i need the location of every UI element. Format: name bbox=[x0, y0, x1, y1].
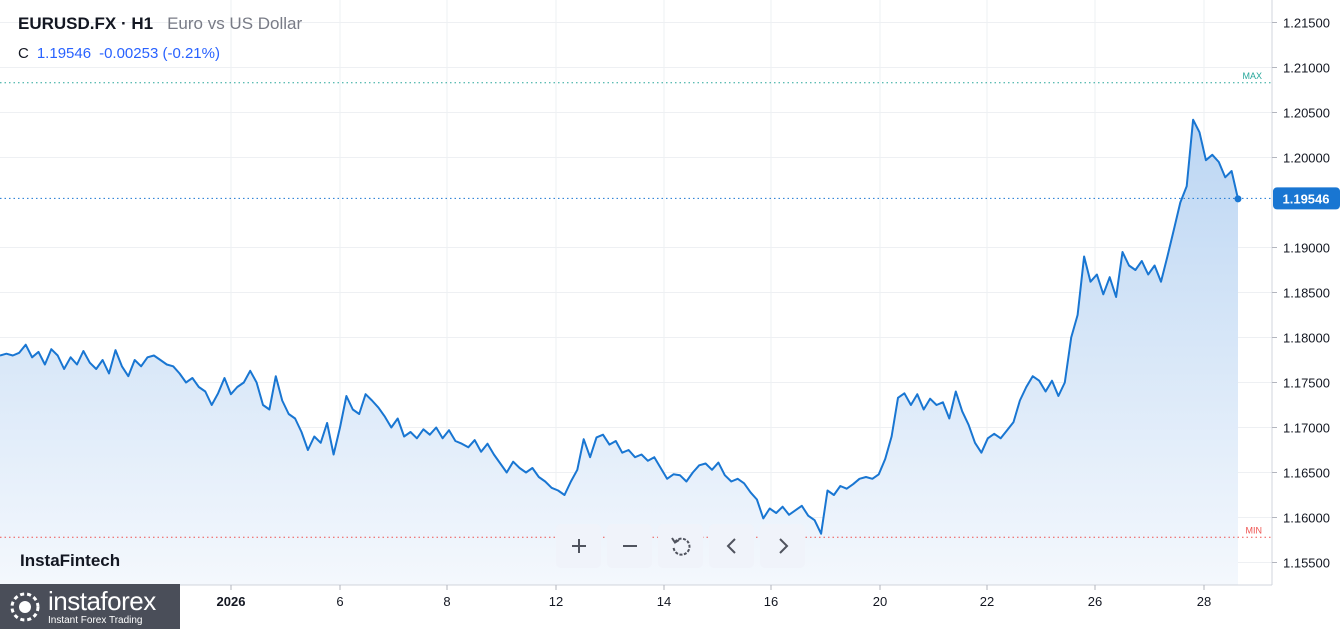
logo-icon bbox=[10, 592, 40, 621]
refresh-icon bbox=[670, 537, 690, 556]
x-tick-label: 2026 bbox=[217, 594, 246, 609]
x-tick-label: 20 bbox=[873, 594, 887, 609]
x-tick-label: 14 bbox=[657, 594, 671, 609]
y-tick-label: 1.15500 bbox=[1283, 556, 1330, 571]
current-price-text: 1.19546 bbox=[1283, 191, 1330, 206]
current-price-marker: 1.19546 bbox=[0, 187, 1340, 210]
close-value: 1.19546 bbox=[36, 45, 92, 62]
min-label: MIN bbox=[1246, 525, 1263, 535]
x-tick-label: 8 bbox=[443, 594, 450, 609]
y-tick-label: 1.18500 bbox=[1283, 286, 1330, 301]
x-tick-label: 6 bbox=[336, 594, 343, 609]
y-tick-label: 1.20500 bbox=[1283, 106, 1330, 121]
last-point bbox=[1234, 195, 1242, 203]
zoom-in-button[interactable] bbox=[556, 524, 601, 568]
logo-name: instaforex bbox=[48, 585, 156, 616]
y-tick-label: 1.17000 bbox=[1283, 421, 1330, 436]
price-change: -0.00253 (-0.21%) bbox=[99, 45, 220, 62]
quote-line: C 1.19546 -0.00253 (-0.21%) bbox=[18, 45, 220, 62]
scroll-left-button[interactable] bbox=[709, 524, 754, 568]
chevron-right-icon bbox=[778, 538, 788, 554]
close-label: C bbox=[18, 45, 29, 62]
y-tick-label: 1.17500 bbox=[1283, 376, 1330, 391]
x-tick-label: 16 bbox=[764, 594, 778, 609]
x-tick-label: 26 bbox=[1088, 594, 1102, 609]
symbol-name: EURUSD.FX · H1 bbox=[18, 14, 154, 33]
price-line bbox=[0, 118, 1239, 535]
reset-button[interactable] bbox=[658, 524, 703, 568]
minus-icon bbox=[622, 545, 637, 547]
max-label: MAX bbox=[1242, 71, 1262, 81]
y-tick-label: 1.16500 bbox=[1283, 466, 1330, 481]
x-tick-label: 12 bbox=[549, 594, 563, 609]
x-tick-label: 22 bbox=[980, 594, 994, 609]
y-tick-label: 1.21000 bbox=[1283, 61, 1330, 76]
logo-tagline: Instant Forex Trading bbox=[48, 614, 143, 626]
zoom-out-button[interactable] bbox=[607, 524, 652, 568]
current-price-badge bbox=[1273, 187, 1340, 210]
y-tick-label: 1.19000 bbox=[1283, 241, 1330, 256]
levels: MAX MIN bbox=[0, 71, 1272, 538]
instaforex-logo[interactable]: instaforex Instant Forex Trading bbox=[0, 584, 180, 629]
y-tick-label: 1.18000 bbox=[1283, 331, 1330, 346]
symbol-header: EURUSD.FX · H1 Euro vs US Dollar bbox=[18, 14, 302, 34]
price-axis[interactable]: 1.21500 1.21000 1.20500 1.20000 1.19000 1.185… bbox=[1272, 16, 1330, 571]
watermark-text: InstaFintech bbox=[20, 551, 121, 570]
symbol-description: Euro vs US Dollar bbox=[167, 14, 303, 33]
plus-icon bbox=[571, 539, 586, 553]
y-tick-label: 1.20000 bbox=[1283, 151, 1330, 166]
y-tick-label: 1.21500 bbox=[1283, 16, 1330, 31]
x-tick-label: 28 bbox=[1197, 594, 1211, 609]
price-area bbox=[0, 119, 1238, 585]
chevron-left-icon bbox=[726, 538, 736, 554]
chart-toolbar bbox=[556, 524, 805, 568]
time-axis[interactable]: 2026 6 8 12 14 16 20 22 26 28 bbox=[217, 585, 1212, 609]
scroll-right-button[interactable] bbox=[760, 524, 805, 568]
y-tick-label: 1.16000 bbox=[1283, 511, 1330, 526]
